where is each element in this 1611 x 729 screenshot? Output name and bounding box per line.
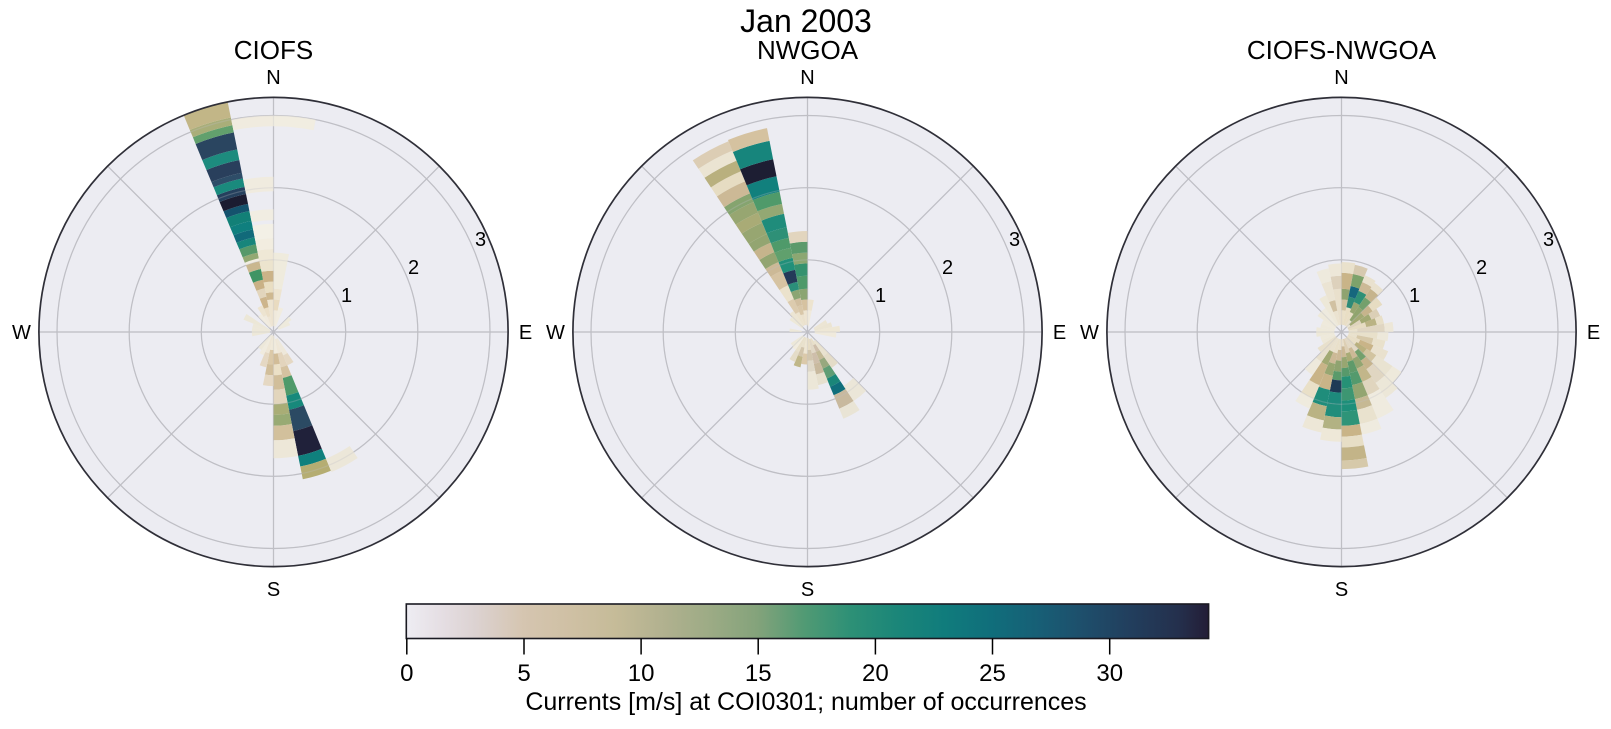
svg-text:25: 25 [979, 660, 1006, 687]
svg-text:3: 3 [475, 229, 486, 251]
svg-text:Currents [m/s] at COI0301; num: Currents [m/s] at COI0301; number of occ… [525, 688, 1086, 716]
svg-text:2: 2 [408, 257, 419, 279]
svg-text:NWGOA: NWGOA [757, 35, 859, 65]
svg-text:E: E [1587, 322, 1600, 344]
svg-text:S: S [801, 579, 814, 601]
svg-text:CIOFS-NWGOA: CIOFS-NWGOA [1247, 35, 1437, 65]
svg-text:W: W [12, 322, 31, 344]
svg-text:3: 3 [1543, 229, 1554, 251]
svg-text:30: 30 [1096, 660, 1123, 687]
svg-text:Jan 2003: Jan 2003 [740, 3, 872, 39]
svg-text:S: S [1335, 579, 1348, 601]
svg-text:W: W [546, 322, 565, 344]
svg-text:1: 1 [1409, 285, 1420, 307]
svg-text:3: 3 [1009, 229, 1020, 251]
svg-text:S: S [267, 579, 280, 601]
svg-text:20: 20 [862, 660, 889, 687]
svg-text:10: 10 [628, 660, 655, 687]
svg-text:CIOFS: CIOFS [234, 35, 313, 65]
svg-text:15: 15 [745, 660, 772, 687]
svg-text:2: 2 [1476, 257, 1487, 279]
svg-text:W: W [1080, 322, 1099, 344]
svg-text:1: 1 [875, 285, 886, 307]
svg-text:N: N [266, 67, 280, 89]
svg-text:E: E [1053, 322, 1066, 344]
svg-text:1: 1 [341, 285, 352, 307]
svg-text:2: 2 [942, 257, 953, 279]
svg-text:E: E [519, 322, 532, 344]
svg-text:N: N [800, 67, 814, 89]
svg-text:5: 5 [517, 660, 530, 687]
svg-text:0: 0 [400, 660, 413, 687]
svg-text:N: N [1334, 67, 1348, 89]
